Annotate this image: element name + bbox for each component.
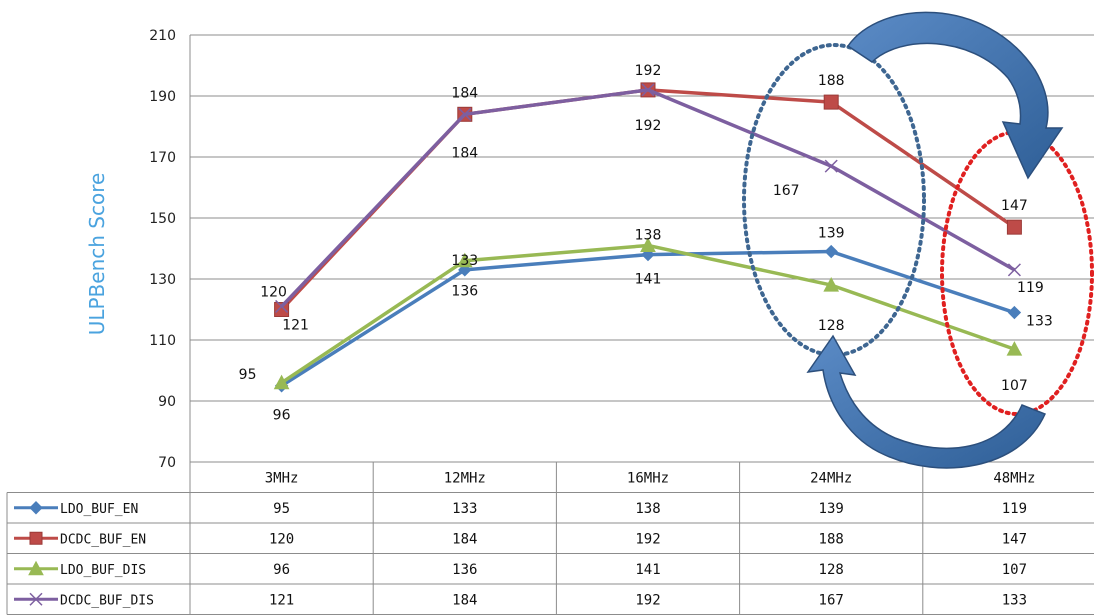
data-label: 192	[635, 118, 662, 134]
data-point	[640, 237, 656, 252]
table-cell-value: 133	[452, 501, 477, 517]
x-category-label: 48MHz	[993, 470, 1035, 486]
table-cell-value: 136	[452, 562, 477, 578]
data-label: 120	[260, 285, 287, 301]
table-cell-value: 147	[1002, 531, 1027, 547]
table-cell-value: 120	[269, 531, 294, 547]
data-label: 96	[273, 408, 291, 424]
data-label: 141	[635, 271, 662, 287]
legend-series-name: DCDC_BUF_EN	[60, 532, 146, 547]
legend-series-name: LDO_BUF_EN	[60, 502, 138, 517]
data-label: 107	[1001, 378, 1028, 394]
table-cell-value: 141	[635, 562, 660, 578]
highlight-ellipse-24mhz	[742, 43, 926, 357]
y-tick-label: 130	[149, 272, 176, 288]
data-label: 128	[818, 318, 845, 334]
data-label: 192	[635, 63, 662, 79]
data-label: 121	[282, 317, 309, 333]
x-category-label: 16MHz	[627, 470, 669, 486]
data-point	[823, 94, 839, 110]
table-cell-value: 188	[819, 531, 844, 547]
table-cell-value: 138	[635, 501, 660, 517]
data-label: 95	[239, 367, 257, 383]
x-category-label: 12MHz	[444, 470, 486, 486]
y-tick-label: 110	[149, 333, 176, 349]
curved-arrow-top-icon	[846, 11, 1064, 180]
table-cell-value: 139	[819, 501, 844, 517]
data-point	[824, 159, 838, 173]
series-line-ldo-buf-dis	[280, 243, 1015, 385]
data-point	[1007, 263, 1021, 277]
table-cell-value: 119	[1002, 501, 1027, 517]
data-point	[29, 531, 43, 545]
data-label: 119	[1017, 280, 1044, 296]
data-point	[29, 592, 43, 606]
data-point	[28, 560, 44, 576]
curved-arrow-bottom-icon	[806, 334, 1047, 469]
data-label: 136	[451, 284, 478, 300]
data-label: 147	[1001, 198, 1028, 214]
data-label: 138	[635, 228, 662, 244]
data-label: 139	[818, 226, 845, 242]
y-axis-ticks: 70 90 110 130 150 170 190 210	[149, 28, 176, 471]
table-cell-value: 167	[819, 592, 844, 608]
data-point	[1006, 341, 1023, 356]
y-tick-label: 150	[149, 211, 176, 227]
table-cell-value: 133	[1002, 592, 1027, 608]
data-point	[273, 374, 290, 390]
grid-lines	[189, 34, 1094, 463]
data-point	[1007, 305, 1022, 320]
table-cell-value: 96	[273, 562, 290, 578]
y-axis-title: ULPBench Score	[85, 173, 109, 336]
data-label: 167	[773, 183, 800, 199]
table-cell-value: 192	[635, 531, 660, 547]
data-point	[29, 501, 43, 515]
legend-series-name: DCDC_BUF_DIS	[60, 593, 154, 608]
data-point	[456, 252, 473, 268]
data-labels: 95 120 96 121 184 133 136 184 192 138 141 192 188 139…	[239, 63, 1053, 424]
data-label: 184	[451, 145, 478, 161]
data-table: 3MHz 12MHz 16MHz 24MHz 48MHz LDO_BUF_EN 95 133 1…	[6, 461, 1094, 615]
data-point	[824, 244, 838, 259]
x-category-label: 24MHz	[810, 470, 852, 486]
table-cell-value: 95	[273, 501, 290, 517]
table-cell-value: 192	[635, 592, 660, 608]
y-tick-label: 170	[149, 150, 176, 166]
table-cell-value: 184	[452, 592, 477, 608]
data-point	[641, 83, 655, 97]
y-tick-label: 70	[158, 455, 176, 471]
legend-series-name: LDO_BUF_DIS	[60, 563, 146, 578]
data-point	[1006, 219, 1022, 235]
data-label: 133	[451, 253, 478, 269]
data-point	[274, 302, 290, 317]
y-tick-label: 210	[149, 28, 176, 44]
data-point	[275, 299, 289, 313]
series-group	[273, 82, 1023, 393]
table-cell-value: 184	[452, 531, 477, 547]
data-point	[458, 107, 472, 121]
table-cell-value: 121	[269, 592, 294, 608]
data-point	[823, 277, 840, 292]
y-tick-label: 90	[158, 394, 176, 410]
y-tick-label: 190	[149, 89, 176, 105]
table-cell-value: 107	[1002, 562, 1027, 578]
x-category-label: 3MHz	[265, 470, 299, 486]
data-label: 188	[818, 73, 845, 89]
table-cell-value: 128	[819, 562, 844, 578]
data-label: 184	[451, 85, 478, 101]
data-label: 133	[1026, 314, 1053, 330]
